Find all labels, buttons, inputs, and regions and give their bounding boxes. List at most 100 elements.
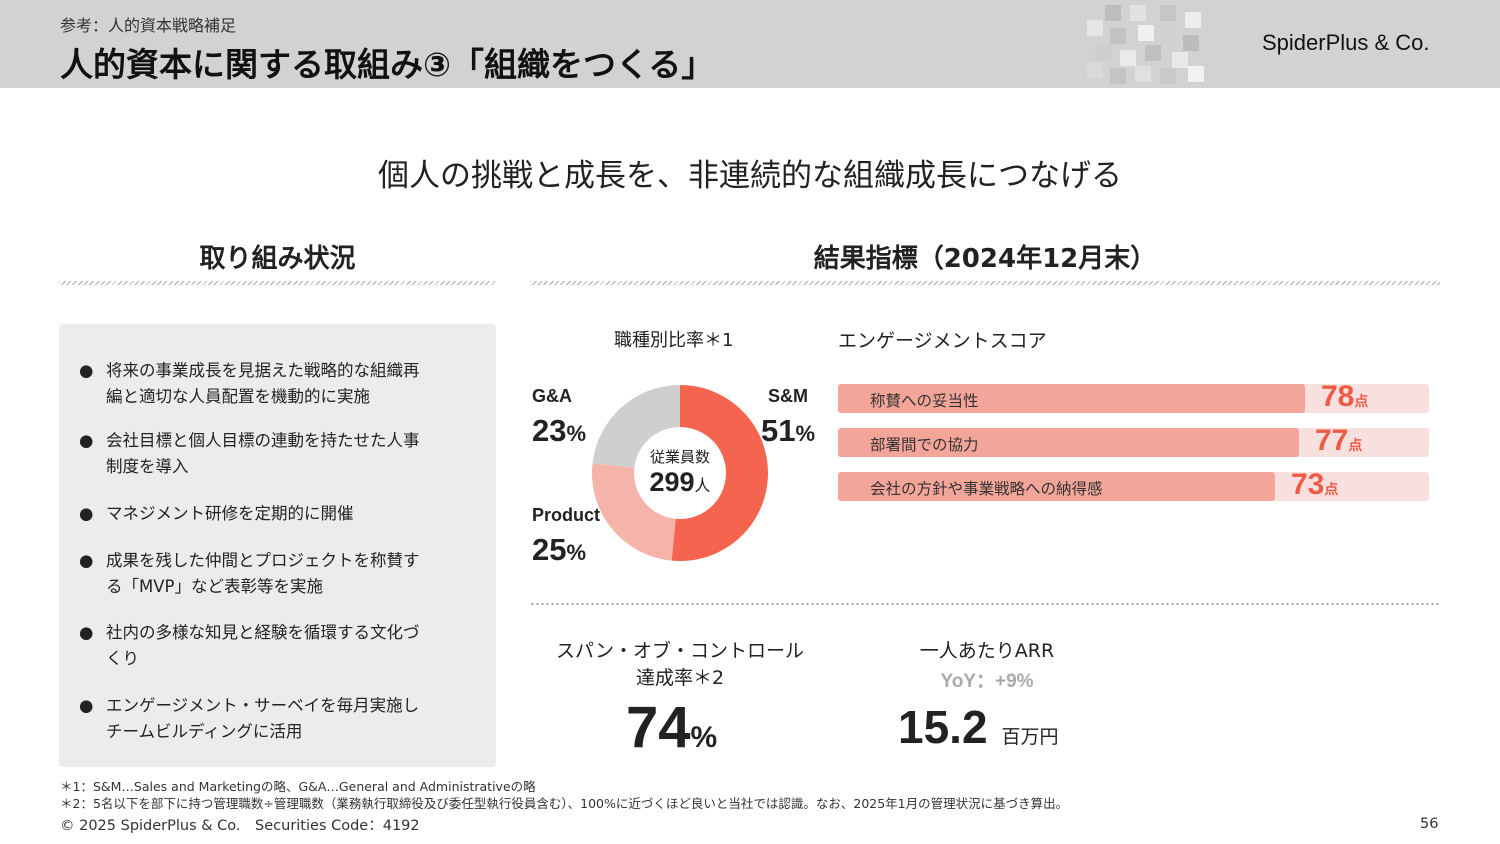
mosaic-tile [1135,66,1151,82]
span-of-control-title: スパン・オブ・コントロール [556,640,804,662]
pie-value-product-number: 25 [532,532,567,567]
engagement-bar [838,384,1305,413]
mosaic-tile [1138,25,1154,41]
mosaic-tile [1188,66,1204,82]
page-title: 人的資本に関する取組み③「組織をつくる」 [60,45,715,84]
section-divider [530,603,1440,605]
mosaic-tile [1185,12,1201,28]
header-bar [0,0,1500,88]
engagement-score: 77点 [1315,424,1363,457]
company-logo: SpiderPlus & Co. [1262,30,1430,55]
mosaic-tile [1172,52,1188,68]
initiative-item: ● 会社目標と個人目標の連動を持たせた人事 制度を導入 [79,428,479,480]
engagement-chart-title: エンゲージメントスコア [838,330,1047,352]
initiative-text-line: 会社目標と個人目標の連動を持たせた人事 [106,431,420,450]
engagement-label: 称賛への妥当性 [870,392,979,410]
engagement-label: 会社の方針や事業戦略への納得感 [870,480,1103,498]
left-heading-divider [59,281,496,285]
engagement-score-unit: 点 [1324,481,1339,497]
mosaic-tile [1183,35,1199,51]
span-of-control-unit: % [690,721,718,754]
engagement-score-unit: 点 [1348,437,1363,453]
mosaic-tile [1130,5,1146,21]
span-of-control-value: 74% [626,694,717,761]
donut-slice-sm [671,385,768,561]
engagement-score: 73点 [1291,468,1339,501]
right-heading: 結果指標（2024年12月末） [813,244,1157,274]
pie-label-product: Product [532,505,601,525]
bullet-icon: ● [79,551,94,570]
pie-value-product: 25% [532,532,586,568]
mosaic-tile [1110,68,1126,84]
engagement-row: 部署間での協力 77点 [838,424,1429,457]
arr-per-head-unit: 百万円 [1001,727,1059,748]
mosaic-tile [1087,62,1103,78]
pie-value-sm: 51% [761,413,815,449]
mosaic-tile [1160,5,1176,21]
initiative-item: ● 成果を残した仲間とプロジェクトを称賛す る「MVP」など表彰等を実施 [79,548,479,600]
arr-per-head-number: 15.2 [898,701,988,753]
initiative-text-line: チームビルディングに活用 [106,722,303,741]
bullet-icon: ● [79,696,94,715]
engagement-row: 称賛への妥当性 78点 [838,380,1429,413]
right-heading-divider [530,281,1440,285]
initiative-text-line: 社内の多様な知見と経験を循環する文化づ [106,623,420,642]
pie-value-unit: % [795,421,816,446]
initiative-text-line: 将来の事業成長を見据えた戦略的な組織再 [106,361,420,380]
initiative-text-line: る「MVP」など表彰等を実施 [106,577,323,596]
initiative-item: ● エンゲージメント・サーベイを毎月実施し チームビルディングに活用 [79,693,479,745]
mosaic-tile [1110,28,1126,44]
donut-chart-title: 職種別比率＊1 [614,330,734,351]
donut-slice-product [592,463,676,561]
span-of-control-number: 74 [626,695,691,760]
initiative-text-line: マネジメント研修を定期的に開催 [106,504,354,523]
pie-value-unit: % [566,540,587,565]
job-ratio-donut-chart [592,385,768,561]
pie-value-unit: % [566,421,587,446]
donut-center-label: 従業員数 [649,448,710,466]
pie-value-ga: 23% [532,413,586,449]
engagement-bar [838,428,1299,457]
engagement-bar [838,472,1275,501]
footnote-2: ＊2：5名以下を部下に持つ管理職数÷管理職数（業務執行取締役及び委任型執行役員含… [60,796,1069,811]
employee-count: 299 [649,467,695,497]
pie-value-ga-number: 23 [532,413,567,448]
pie-value-sm-number: 51 [761,413,796,448]
section-label: 参考：人的資本戦略補足 [60,16,237,35]
initiative-text-line: 編と適切な人員配置を機動的に実施 [106,387,370,406]
employee-count-unit: 人 [694,478,711,495]
mosaic-tile [1105,5,1121,21]
donut-center-value: 299人 [630,467,730,498]
mosaic-tile [1087,20,1103,36]
bullet-icon: ● [79,431,94,450]
left-heading: 取り組み状況 [199,244,356,274]
initiative-text-line: くり [106,649,139,668]
mosaic-tile [1095,45,1111,61]
initiatives-panel: ● 将来の事業成長を見据えた戦略的な組織再 編と適切な人員配置を機動的に実施 ●… [59,324,496,767]
arr-per-head-value: 15.2 百万円 [898,700,1059,754]
span-of-control-subtitle: 達成率＊2 [635,667,725,689]
initiative-text-line: 成果を残した仲間とプロジェクトを称賛す [106,551,420,570]
bullet-icon: ● [79,504,94,523]
page-subtitle: 個人の挑戦と成長を、非連続的な組織成長につなげる [378,158,1122,194]
mosaic-tile [1145,45,1161,61]
engagement-label: 部署間での協力 [870,436,979,454]
mosaic-tile [1120,50,1136,66]
mosaic-tile [1160,30,1176,46]
pie-label-ga: G&A [532,386,572,406]
initiative-item: ● マネジメント研修を定期的に開催 [79,501,479,527]
page-number: 56 [1420,816,1439,832]
pie-label-sm: S&M [768,386,808,406]
copyright: © 2025 SpiderPlus & Co. Securities Code：… [60,818,420,834]
arr-per-head-title: 一人あたりARR [919,640,1055,662]
bullet-icon: ● [79,623,94,642]
engagement-score-unit: 点 [1354,393,1369,409]
arr-yoy: YoY：+9% [940,671,1034,692]
engagement-score: 78点 [1321,380,1369,413]
bullet-icon: ● [79,361,94,380]
engagement-row: 会社の方針や事業戦略への納得感 73点 [838,468,1429,501]
donut-slice-ga [592,385,680,468]
mosaic-tile [1160,68,1176,84]
initiative-text-line: エンゲージメント・サーベイを毎月実施し [106,696,420,715]
initiative-item: ● 社内の多様な知見と経験を循環する文化づ くり [79,620,479,672]
